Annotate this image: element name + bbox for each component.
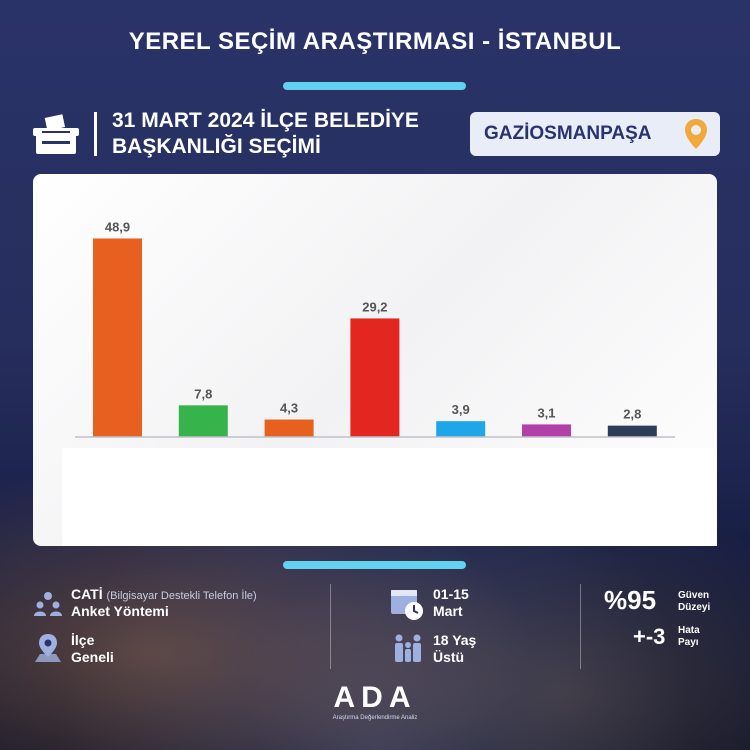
bar-3	[264, 419, 314, 437]
bar-value-label-5: 3,9	[452, 402, 470, 417]
bar-6	[522, 424, 571, 437]
bar-chart: 48,9 7,8 4,3 29,2 3,9 3,1 2,8	[75, 219, 675, 438]
logo-subtext: Araştırma Değerlendirme Analiz	[332, 715, 418, 721]
method-title: CATİ (Bilgisayar Destekli Telefon İle)	[71, 586, 257, 602]
district-name: GAZİOSMANPAŞA	[484, 123, 652, 144]
method-name: CATİ	[71, 586, 103, 602]
ada-logo: ADA Araştırma Değerlendirme Analiz	[325, 681, 425, 722]
date-line-2: Mart	[433, 603, 463, 619]
confidence-label-1: Güven	[678, 590, 710, 601]
bar-value-label-7: 2,8	[623, 407, 641, 422]
bar-1	[93, 238, 142, 437]
margin-label-1: Hata	[678, 625, 700, 636]
election-subtitle: 31 MART 2024 İLÇE BELEDİYE BAŞKANLIĞI SE…	[112, 108, 472, 160]
family-icon	[395, 634, 421, 662]
people-headset-icon	[34, 592, 62, 616]
header-accent-bar	[283, 82, 466, 90]
subtitle-divider	[94, 112, 97, 156]
method-note: (Bilgisayar Destekli Telefon İle)	[106, 590, 257, 602]
bar-7	[607, 425, 657, 437]
age-line-2: Üstü	[433, 649, 465, 665]
confidence-label-2: Düzeyi	[678, 602, 711, 613]
bar-value-label-4: 29,2	[362, 299, 387, 314]
margin-value: +-3	[633, 624, 666, 649]
scope-line-1: İlçe	[71, 632, 95, 648]
bar-value-label-3: 4,3	[280, 401, 298, 416]
footer-separator-2	[580, 584, 581, 669]
district-badge: GAZİOSMANPAŞA	[470, 112, 720, 156]
margin-label-2: Payı	[678, 637, 699, 648]
map-pin-icon	[35, 634, 61, 662]
location-pin-icon	[685, 119, 707, 149]
page-title: YEREL SEÇİM ARAŞTIRMASI - İSTANBUL	[128, 28, 622, 55]
bar-value-label-6: 3,1	[537, 405, 555, 420]
logo-text: ADA	[333, 681, 417, 714]
method-label: Anket Yöntemi	[71, 603, 169, 619]
scope-line-2: Geneli	[71, 649, 114, 665]
calendar-clock-icon	[391, 590, 423, 620]
date-line-1: 01-15	[433, 586, 469, 602]
footer-accent-bar	[283, 561, 466, 569]
chart-panel-blank-area	[62, 448, 717, 546]
ballot-box-icon	[33, 114, 79, 154]
age-line-1: 18 Yaş	[433, 632, 477, 648]
confidence-value: %95	[604, 585, 657, 615]
bar-5	[436, 421, 486, 437]
footer-separator-1	[330, 584, 331, 669]
subtitle-line-2: BAŞKANLIĞI SEÇİMİ	[112, 135, 321, 158]
bar-value-label-1: 48,9	[105, 219, 130, 234]
bar-2	[178, 405, 228, 437]
bar-4	[350, 318, 400, 437]
bar-value-label-2: 7,8	[194, 386, 212, 401]
subtitle-line-1: 31 MART 2024 İLÇE BELEDİYE	[112, 109, 419, 132]
